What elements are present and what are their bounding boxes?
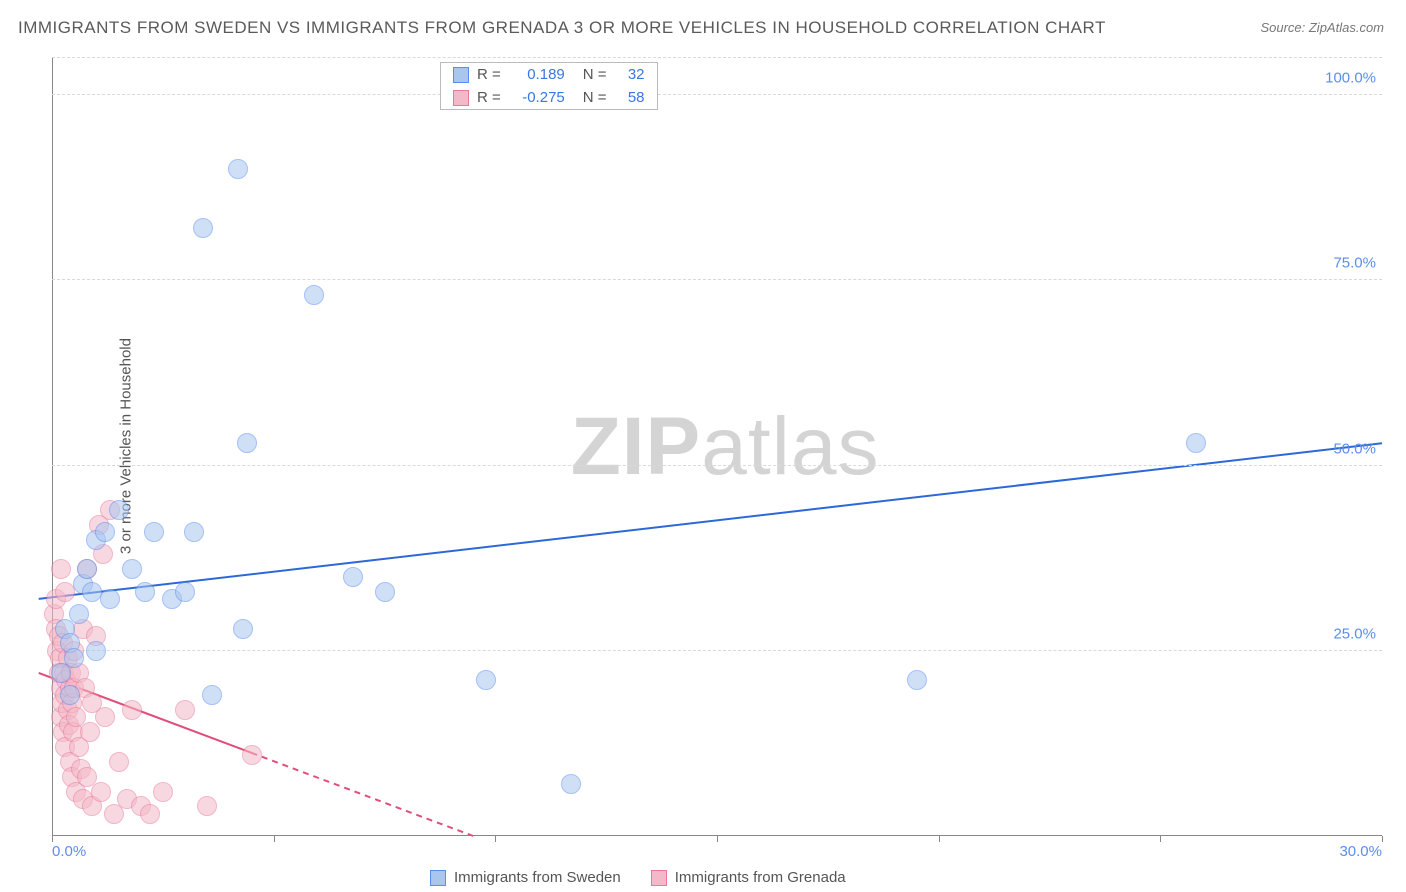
data-point-sweden xyxy=(109,500,129,520)
n-value: 58 xyxy=(615,89,645,106)
data-point-grenada xyxy=(91,782,111,802)
data-point-sweden xyxy=(228,159,248,179)
data-point-sweden xyxy=(64,648,84,668)
r-value: -0.275 xyxy=(509,89,565,106)
data-point-sweden xyxy=(343,567,363,587)
gridline xyxy=(52,650,1382,651)
x-tick xyxy=(274,836,275,842)
y-tick-label: 50.0% xyxy=(1333,440,1376,457)
legend-item-sweden: Immigrants from Sweden xyxy=(430,869,621,886)
data-point-sweden xyxy=(184,522,204,542)
data-point-sweden xyxy=(60,685,80,705)
data-point-grenada xyxy=(51,559,71,579)
data-point-sweden xyxy=(100,589,120,609)
data-point-grenada xyxy=(122,700,142,720)
legend-swatch xyxy=(430,870,446,886)
data-point-grenada xyxy=(175,700,195,720)
x-tick xyxy=(52,836,53,842)
x-tick xyxy=(1382,836,1383,842)
source-attribution: Source: ZipAtlas.com xyxy=(1260,20,1384,35)
y-tick-label: 100.0% xyxy=(1325,70,1376,87)
x-tick-label: 0.0% xyxy=(52,843,86,860)
data-point-grenada xyxy=(153,782,173,802)
data-point-grenada xyxy=(109,752,129,772)
x-tick xyxy=(1160,836,1161,842)
r-value: 0.189 xyxy=(509,66,565,83)
gridline xyxy=(52,94,1382,95)
data-point-grenada xyxy=(140,804,160,824)
data-point-sweden xyxy=(95,522,115,542)
data-point-grenada xyxy=(80,722,100,742)
data-point-sweden xyxy=(1186,433,1206,453)
data-point-sweden xyxy=(375,582,395,602)
data-point-sweden xyxy=(237,433,257,453)
data-point-sweden xyxy=(175,582,195,602)
y-tick-label: 25.0% xyxy=(1333,625,1376,642)
watermark: ZIPatlas xyxy=(571,400,880,494)
data-point-sweden xyxy=(304,285,324,305)
legend-swatch xyxy=(453,67,469,83)
legend-label: Immigrants from Grenada xyxy=(675,869,846,886)
legend-row-grenada: R =-0.275N =58 xyxy=(441,86,657,109)
data-point-sweden xyxy=(135,582,155,602)
data-point-grenada xyxy=(197,796,217,816)
gridline xyxy=(52,465,1382,466)
plot-area: ZIPatlas 25.0%50.0%75.0%100.0%0.0%30.0% xyxy=(52,58,1382,836)
data-point-sweden xyxy=(202,685,222,705)
x-tick xyxy=(717,836,718,842)
legend-swatch xyxy=(453,90,469,106)
data-point-sweden xyxy=(476,670,496,690)
x-tick-label: 30.0% xyxy=(1339,843,1382,860)
gridline xyxy=(52,57,1382,58)
data-point-sweden xyxy=(69,604,89,624)
correlation-legend: R =0.189N =32R =-0.275N =58 xyxy=(440,62,658,110)
x-tick xyxy=(939,836,940,842)
data-point-sweden xyxy=(77,559,97,579)
legend-label: Immigrants from Sweden xyxy=(454,869,621,886)
n-value: 32 xyxy=(615,66,645,83)
legend-swatch xyxy=(651,870,667,886)
data-point-sweden xyxy=(122,559,142,579)
data-point-grenada xyxy=(95,707,115,727)
chart-title: IMMIGRANTS FROM SWEDEN VS IMMIGRANTS FRO… xyxy=(18,18,1106,38)
legend-item-grenada: Immigrants from Grenada xyxy=(651,869,846,886)
chart-container: IMMIGRANTS FROM SWEDEN VS IMMIGRANTS FRO… xyxy=(0,0,1406,892)
x-tick xyxy=(495,836,496,842)
data-point-sweden xyxy=(907,670,927,690)
data-point-sweden xyxy=(144,522,164,542)
legend-row-sweden: R =0.189N =32 xyxy=(441,63,657,86)
data-point-sweden xyxy=(86,641,106,661)
data-point-sweden xyxy=(233,619,253,639)
gridline xyxy=(52,279,1382,280)
y-tick-label: 75.0% xyxy=(1333,255,1376,272)
data-point-sweden xyxy=(193,218,213,238)
data-point-sweden xyxy=(561,774,581,794)
data-point-grenada xyxy=(242,745,262,765)
series-legend: Immigrants from Sweden Immigrants from Gr… xyxy=(430,869,846,886)
